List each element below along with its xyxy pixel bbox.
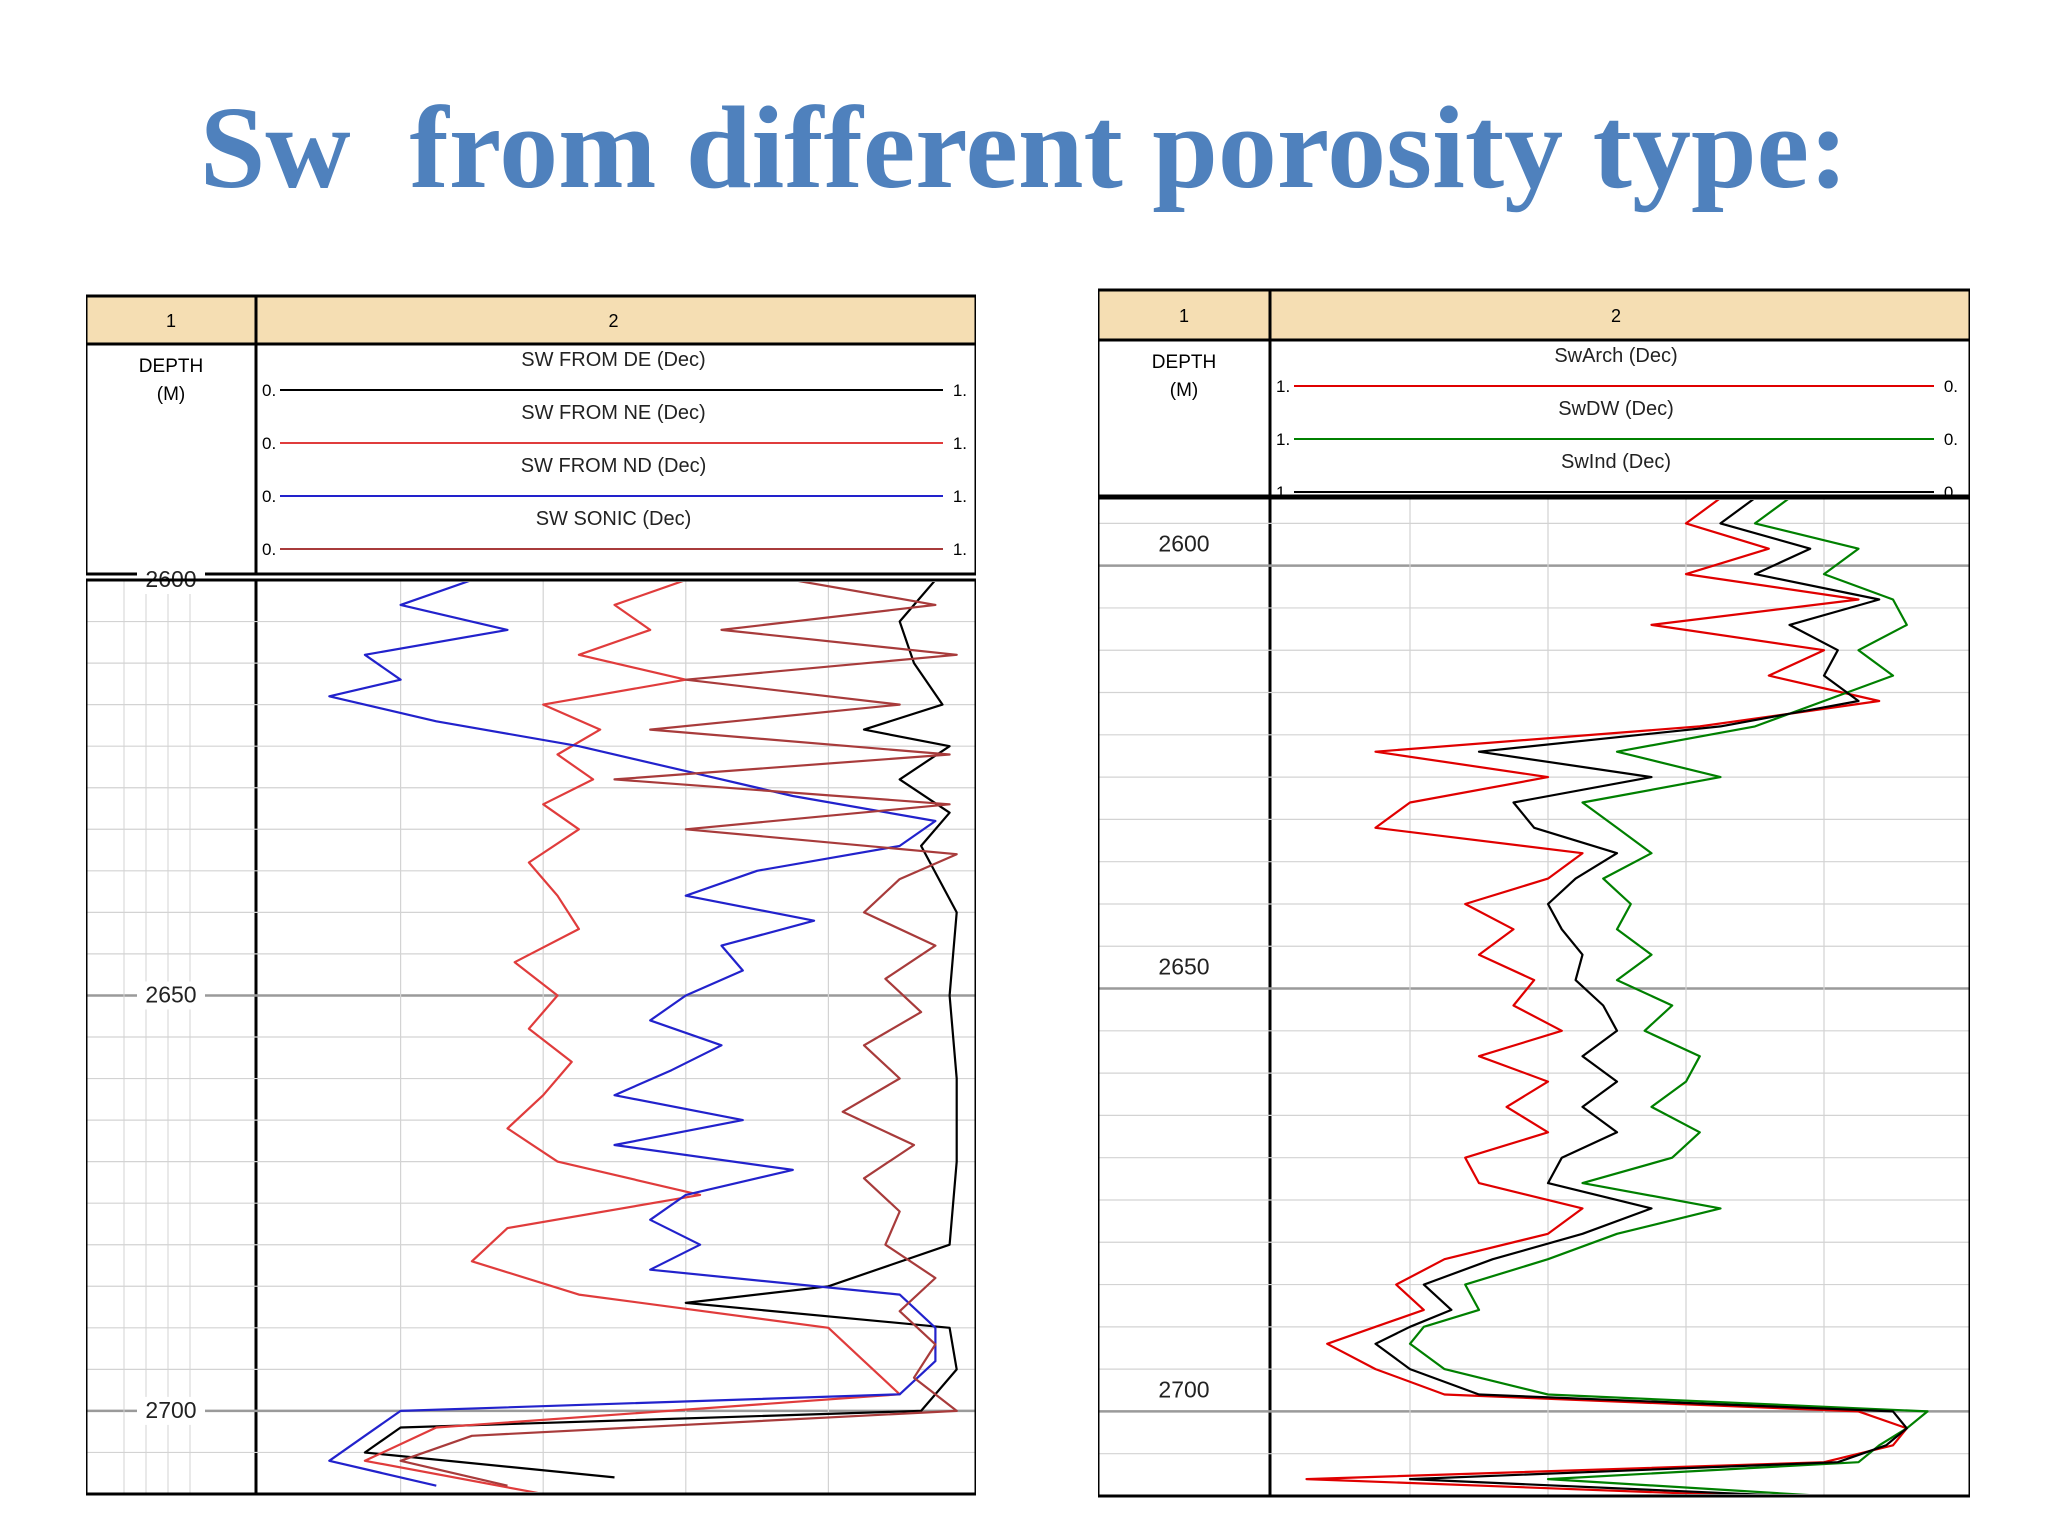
left-track-number-curves: 2 bbox=[608, 311, 618, 331]
right-header-frame bbox=[1098, 288, 1970, 498]
right-curve-name-2: SwInd (Dec) bbox=[1561, 451, 1671, 473]
left-curve-name-1: SW FROM NE (Dec) bbox=[521, 402, 705, 424]
right-curve-left-scale-1: 1. bbox=[1276, 430, 1290, 449]
log-chart-left: 1 2 DEPTH (M) SW FROM DE (Dec) 0. 1. SW FROM NE… bbox=[86, 284, 976, 1514]
right-curve-2 bbox=[1374, 500, 1908, 1494]
right-track-number-band bbox=[1098, 288, 1970, 342]
left-curve-left-scale-0: 0. bbox=[262, 381, 276, 400]
left-curve-name-3: SW SONIC (Dec) bbox=[536, 508, 692, 530]
left-curve-right-scale-1: 1. bbox=[953, 434, 967, 453]
right-curve-left-scale-0: 1. bbox=[1276, 377, 1290, 396]
left-depth-label-2: 2700 bbox=[145, 1397, 196, 1423]
left-depth-header: DEPTH bbox=[139, 356, 203, 377]
left-curve-1 bbox=[363, 582, 901, 1492]
left-curve-right-scale-3: 1. bbox=[953, 540, 967, 559]
right-track-frame-top bbox=[1098, 496, 1970, 1498]
left-curve-right-scale-2: 1. bbox=[953, 487, 967, 506]
left-curve-left-scale-3: 0. bbox=[262, 540, 276, 559]
right-curve-name-1: SwDW (Dec) bbox=[1558, 398, 1674, 420]
left-curve-2 bbox=[328, 582, 937, 1487]
right-curve-name-0: SwArch (Dec) bbox=[1554, 345, 1677, 367]
left-depth-label-1: 2650 bbox=[145, 981, 196, 1007]
left-depth-label-bg-1 bbox=[137, 981, 205, 1010]
left-curve-name-0: SW FROM DE (Dec) bbox=[521, 349, 705, 371]
slide-title: Sw from different porosity type: bbox=[199, 82, 1849, 213]
right-depth-unit: (M) bbox=[1170, 380, 1198, 401]
left-track-number-depth: 1 bbox=[166, 311, 176, 331]
right-depth-label-2: 2700 bbox=[1158, 1376, 1209, 1402]
right-curve-right-scale-1: 0. bbox=[1944, 430, 1958, 449]
right-curve-0 bbox=[1305, 500, 1908, 1494]
left-curve-3 bbox=[399, 582, 958, 1487]
left-depth-unit: (M) bbox=[157, 384, 185, 405]
left-curve-left-scale-1: 0. bbox=[262, 434, 276, 453]
log-chart-right: 1 2 DEPTH (M) SwArch (Dec) 1. 0. SwDW (Dec) 1. 0.… bbox=[1098, 284, 1970, 1514]
right-curve-right-scale-0: 0. bbox=[1944, 377, 1958, 396]
left-curve-0 bbox=[363, 582, 958, 1479]
right-track-number-curves: 2 bbox=[1611, 306, 1621, 326]
left-curve-name-2: SW FROM ND (Dec) bbox=[521, 455, 707, 477]
left-curve-right-scale-0: 1. bbox=[953, 381, 967, 400]
left-depth-label-bg-2 bbox=[137, 1396, 205, 1425]
left-curve-left-scale-2: 0. bbox=[262, 487, 276, 506]
left-track-number-band bbox=[86, 294, 976, 346]
right-depth-header: DEPTH bbox=[1152, 352, 1216, 373]
left-header-frame bbox=[86, 294, 976, 576]
right-depth-label-0: 2600 bbox=[1158, 531, 1209, 557]
right-track-frame bbox=[1098, 496, 1970, 1498]
left-track-frame-top bbox=[86, 578, 976, 1496]
right-curve-1 bbox=[1408, 500, 1929, 1494]
right-track-number-depth: 1 bbox=[1179, 306, 1189, 326]
right-depth-label-1: 2650 bbox=[1158, 954, 1209, 980]
